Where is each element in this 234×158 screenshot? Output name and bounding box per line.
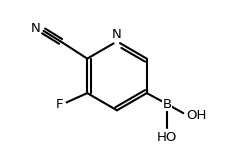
Text: OH: OH [187,109,207,122]
Text: N: N [112,28,122,41]
Text: N: N [30,22,40,35]
Text: B: B [163,97,172,111]
Text: HO: HO [157,131,177,144]
Text: F: F [55,97,63,111]
